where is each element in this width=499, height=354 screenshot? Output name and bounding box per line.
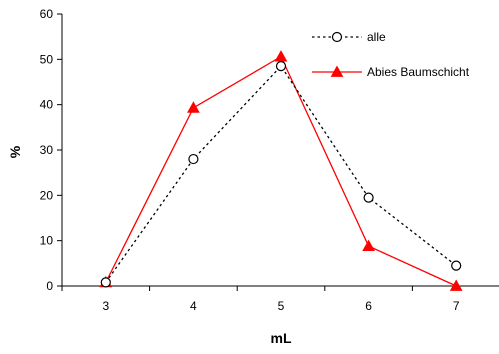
data-point	[275, 61, 287, 72]
legend: alle Abies Baumschicht	[312, 30, 470, 79]
x-tick-label: 3	[102, 299, 109, 313]
series-line	[105, 65, 457, 283]
y-axis-title: %	[7, 145, 23, 158]
data-point	[100, 277, 111, 288]
y-tick-label: 30	[40, 143, 54, 157]
legend-label: alle	[367, 30, 386, 44]
legend-item: alle	[312, 30, 386, 44]
y-tick-label: 10	[40, 234, 54, 248]
series-alle	[100, 61, 462, 288]
data-point	[188, 153, 199, 165]
data-point	[362, 239, 375, 252]
data-point	[331, 31, 343, 43]
x-tick-label: 6	[365, 299, 372, 313]
x-tick-label: 5	[278, 299, 285, 313]
data-point	[449, 279, 463, 291]
y-tick-label: 20	[40, 188, 54, 202]
axes: 0 10 20 30 40 50 60 3 4 5 6 7	[40, 7, 499, 313]
data-point	[451, 260, 462, 271]
series-abies-baumschicht	[99, 50, 463, 291]
data-point	[187, 101, 200, 113]
data-point	[363, 192, 374, 203]
x-tick-label: 7	[453, 299, 460, 313]
series-line	[105, 55, 457, 287]
legend-label: Abies Baumschicht	[367, 65, 470, 79]
legend-item: Abies Baumschicht	[312, 65, 470, 79]
series-layer	[99, 50, 463, 291]
data-point	[330, 65, 344, 77]
y-tick-label: 60	[40, 7, 54, 21]
x-tick-label: 4	[190, 299, 197, 313]
y-tick-label: 0	[46, 279, 53, 293]
data-point	[274, 50, 288, 62]
y-tick-label: 40	[40, 98, 54, 112]
y-tick-label: 50	[40, 52, 54, 66]
x-axis-title: mL	[271, 330, 292, 346]
